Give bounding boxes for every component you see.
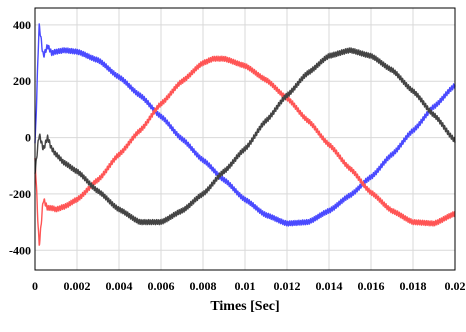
tick-labels: 0 0.002 0.004 0.006 0.008 0.01 0.012 0.014 0.016… [9,18,466,293]
x-axis-label: Times [Sec] [210,299,279,314]
series-line-2 [34,55,456,246]
x-tick-label: 0.014 [316,279,343,293]
x-tick-label: 0.004 [106,279,133,293]
y-tick-label: -400 [9,243,31,257]
series-line-1 [34,23,456,227]
grid [34,8,456,270]
series-line-3 [34,47,456,226]
x-tick-label: 0.002 [64,279,91,293]
x-tick-label: 0.012 [274,279,301,293]
y-tick-label: 400 [13,18,31,32]
x-tick-label: 0.016 [358,279,385,293]
x-tick-label: 0.006 [148,279,175,293]
x-tick-label: 0.01 [235,279,256,293]
y-tick-label: 200 [13,74,31,88]
y-tick-label: -200 [9,187,31,201]
y-tick-label: 0 [25,131,31,145]
x-tick-label: 0 [32,279,38,293]
x-tick-label: 0.02 [445,279,466,293]
series-layer [34,23,456,246]
plot-frame [34,7,456,271]
x-tick-label: 0.008 [190,279,217,293]
x-tick-label: 0.018 [400,279,427,293]
